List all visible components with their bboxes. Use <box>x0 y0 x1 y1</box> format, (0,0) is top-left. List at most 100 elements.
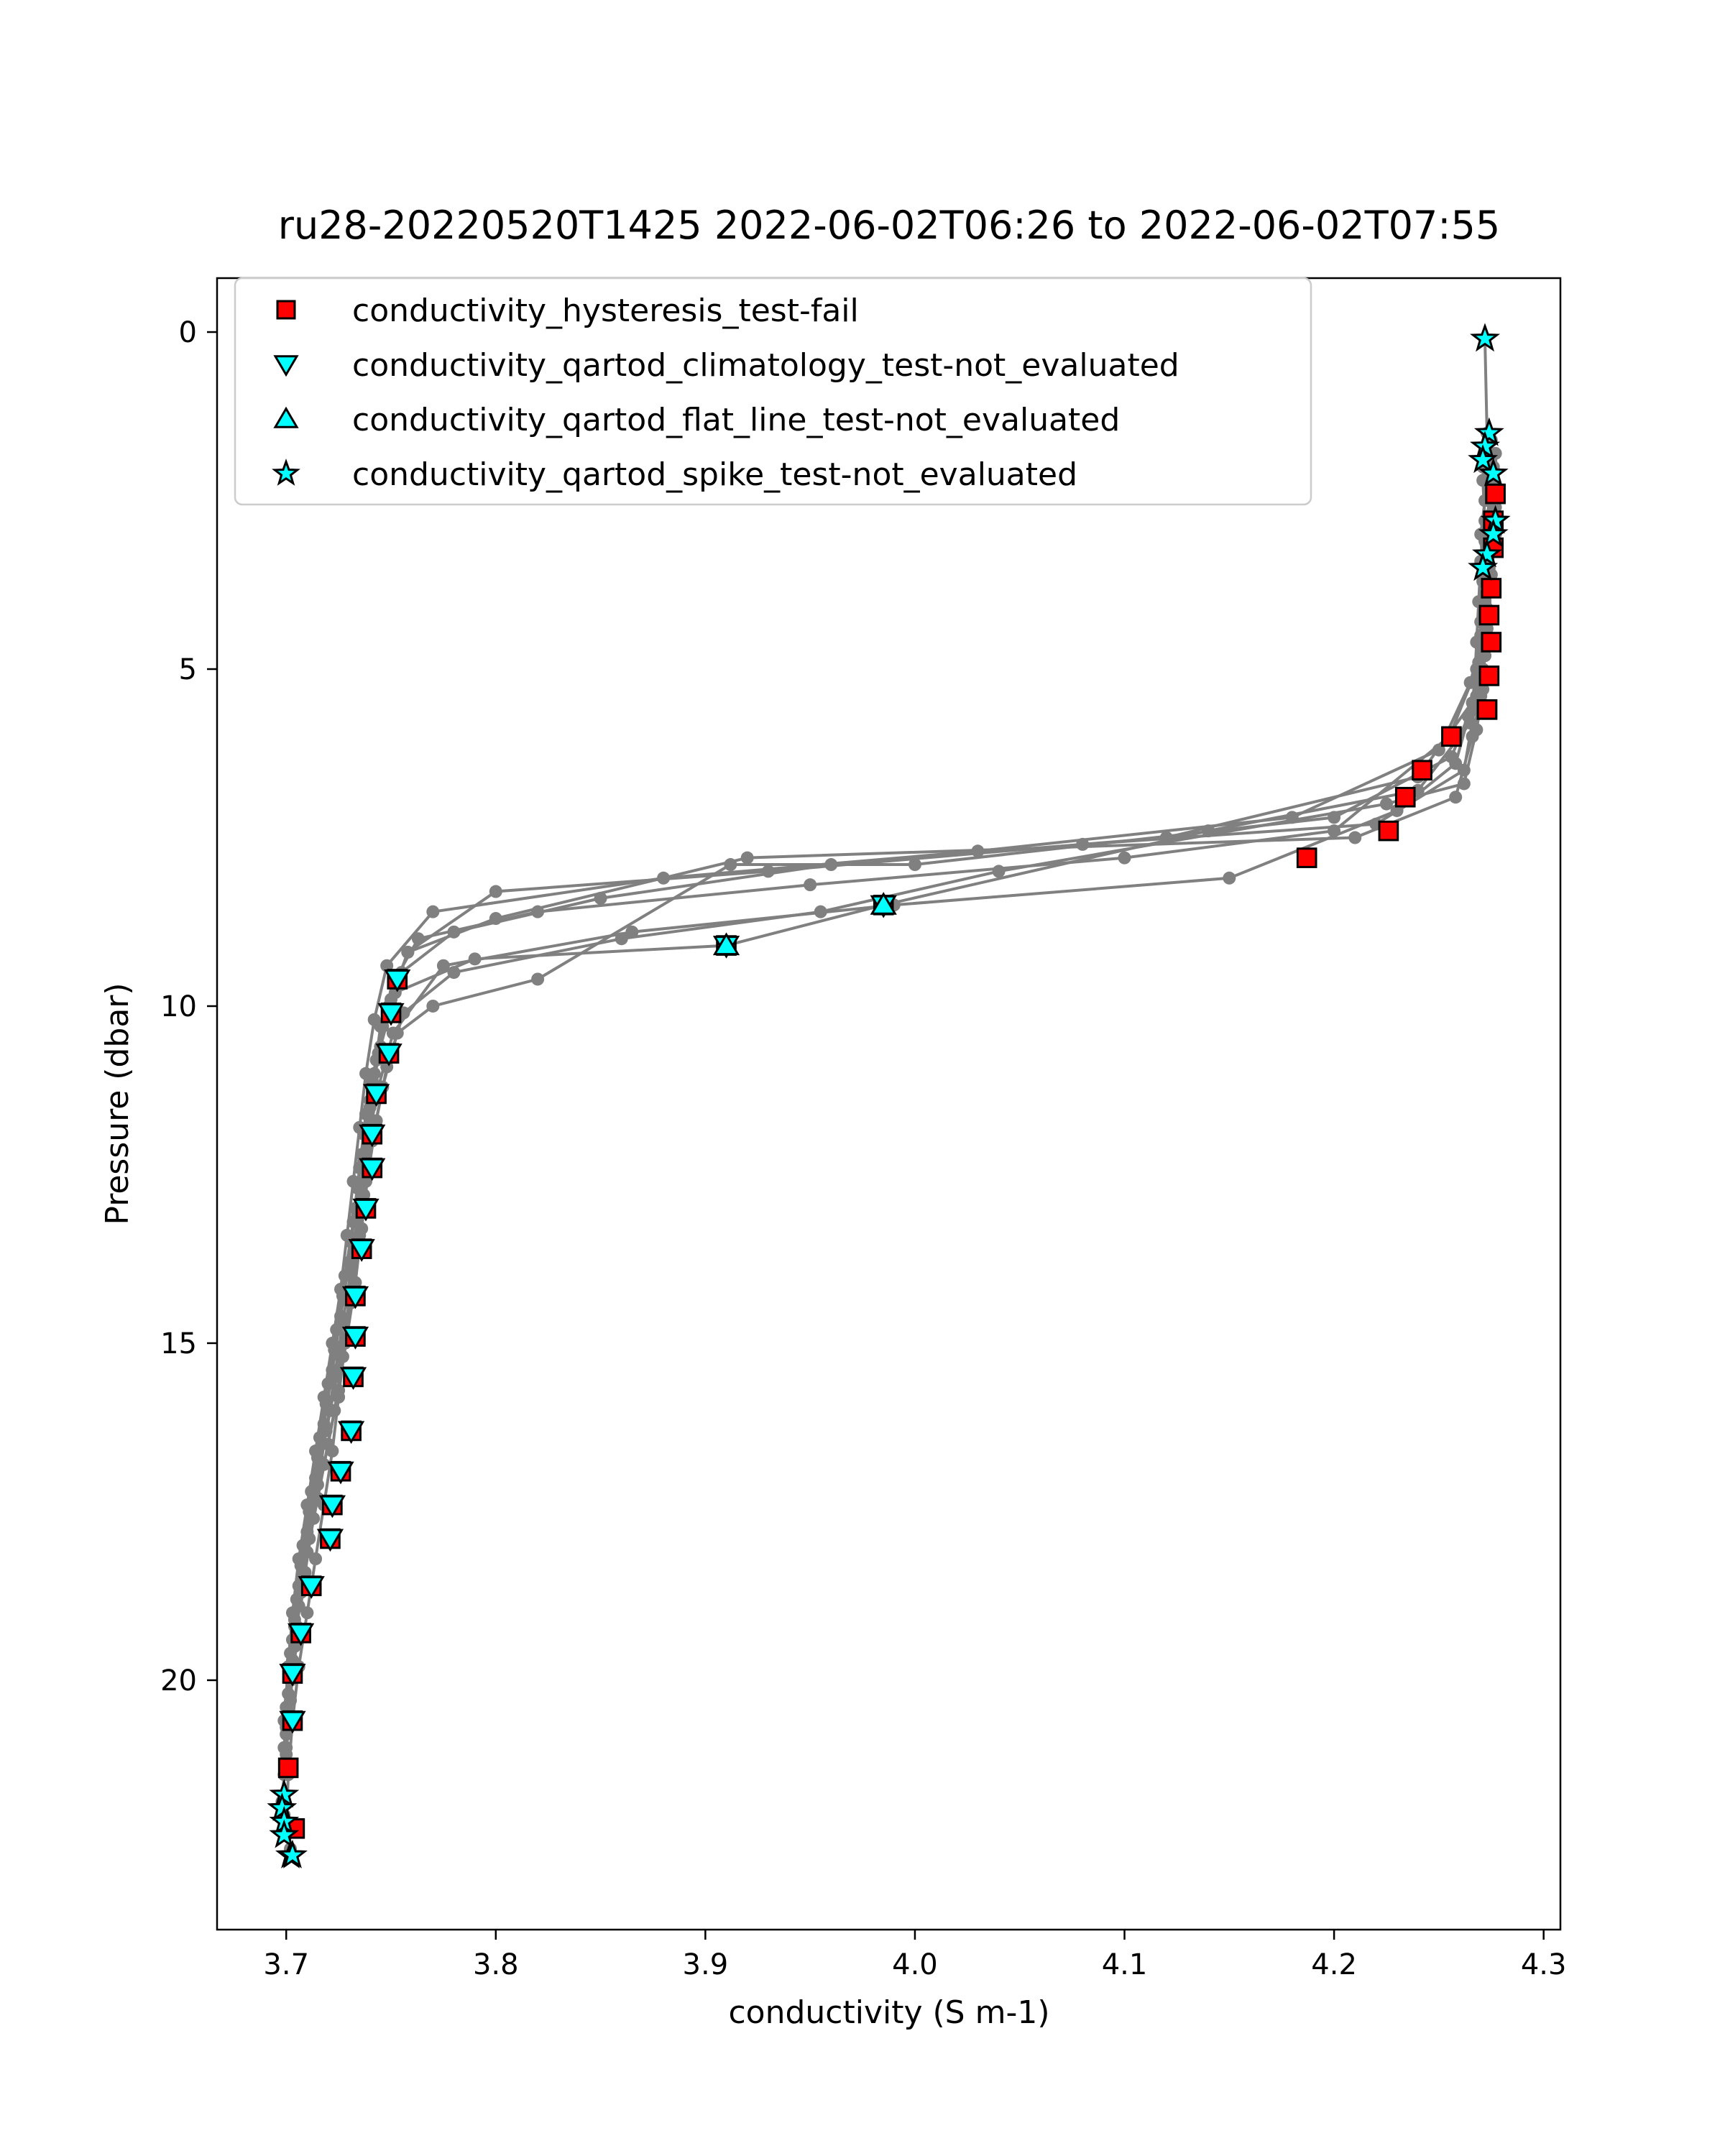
y-tick-label: 5 <box>179 653 197 686</box>
legend-entry: conductivity_hysteresis_test-fail <box>352 292 859 329</box>
spike-not-evaluated-marker <box>277 1839 308 1869</box>
hysteresis-fail-marker <box>1441 726 1462 747</box>
climatology-not-evaluated-marker <box>348 1239 375 1262</box>
profile-point <box>344 1262 358 1276</box>
y-tick-label: 10 <box>160 990 197 1023</box>
spike-not-evaluated-marker <box>1468 444 1499 474</box>
profile-point <box>814 905 827 918</box>
profile-point <box>625 925 639 939</box>
chart-title: ru28-20220520T1425 2022-06-02T06:26 to 2… <box>278 203 1500 248</box>
climatology-not-evaluated-marker <box>384 969 411 992</box>
x-axis: 3.7 3.8 3.9 4.0 4.1 4.2 4.3 <box>263 1930 1566 1981</box>
spike-not-evaluated-marker <box>269 1819 300 1848</box>
legend-marker <box>276 300 296 320</box>
x-tick-label: 3.7 <box>263 1948 309 1981</box>
profile-point <box>1457 777 1471 791</box>
x-tick-label: 4.1 <box>1102 1948 1148 1981</box>
climatology-not-evaluated-marker <box>298 1576 325 1599</box>
climatology-not-evaluated-marker <box>327 1461 354 1485</box>
y-tick-label: 20 <box>160 1664 197 1697</box>
spike-not-evaluated-marker <box>1478 457 1509 487</box>
profile-point <box>1328 811 1341 824</box>
profile-point <box>1202 824 1215 838</box>
profile-point <box>1328 824 1341 838</box>
spike-not-evaluated-marker <box>1468 552 1499 581</box>
profile-point <box>1445 750 1458 763</box>
hysteresis-fail-marker <box>1394 786 1416 808</box>
profile-point <box>1118 851 1131 865</box>
profile-point <box>615 932 628 946</box>
x-tick-label: 3.9 <box>683 1948 729 1981</box>
hysteresis-fail-marker <box>1296 847 1317 868</box>
climatology-not-evaluated-marker <box>341 1286 369 1309</box>
profile-point <box>1076 837 1090 851</box>
profile-point <box>971 844 985 858</box>
spike-not-evaluated-marker <box>1470 323 1501 352</box>
profile-point <box>300 1545 314 1559</box>
profile-point <box>310 1478 324 1491</box>
hysteresis-fail-marker <box>1478 665 1500 686</box>
profile-point <box>436 959 450 972</box>
climatology-not-evaluated-marker <box>337 1421 365 1445</box>
profile-point <box>355 1222 369 1235</box>
hysteresis-fail-marker <box>1485 483 1506 505</box>
climatology-not-evaluated-marker <box>316 1529 344 1552</box>
spike-not-evaluated-marker <box>1471 538 1502 568</box>
profile-point <box>310 1491 324 1505</box>
profile-point <box>1223 871 1236 885</box>
x-tick-label: 4.3 <box>1521 1948 1567 1981</box>
profile-point <box>426 999 440 1013</box>
climatology-not-evaluated-marker <box>359 1158 386 1181</box>
profile-point <box>1348 831 1362 844</box>
hysteresis-fail-marker <box>1481 632 1502 653</box>
profile-point <box>1285 811 1299 824</box>
y-axis: 0 5 10 15 20 <box>160 316 217 1697</box>
profile-point <box>1466 729 1479 743</box>
profile-point <box>447 925 461 939</box>
y-tick-label: 15 <box>160 1327 197 1360</box>
climatology-not-evaluated-marker <box>318 1495 346 1519</box>
x-tick-label: 4.2 <box>1311 1948 1357 1981</box>
climatology-not-evaluated-marker <box>362 1084 390 1107</box>
profile-point <box>657 871 671 885</box>
profile-point <box>724 858 737 872</box>
profile-point <box>531 905 545 918</box>
y-axis-label: Pressure (dbar) <box>99 982 136 1225</box>
profile-point <box>280 1741 293 1754</box>
profile-point <box>1159 831 1173 844</box>
flat-line-not-evaluated-marker <box>712 932 740 956</box>
climatology-not-evaluated-marker <box>377 1003 405 1026</box>
profile-point <box>992 865 1006 878</box>
hysteresis-fail-marker <box>1412 760 1432 781</box>
profile-point <box>336 1350 349 1363</box>
profile-point <box>531 972 545 986</box>
profile-point <box>321 1437 335 1451</box>
y-tick-label: 0 <box>179 316 197 349</box>
profile-point <box>594 891 607 905</box>
profile-point <box>489 885 502 898</box>
x-tick-label: 3.8 <box>473 1948 519 1981</box>
legend: conductivity_hysteresis_test-failconduct… <box>234 277 1312 506</box>
profile-point <box>328 1404 341 1417</box>
climatology-not-evaluated-marker <box>359 1124 386 1148</box>
hysteresis-fail-marker <box>277 1757 299 1779</box>
profile-point <box>1449 791 1463 804</box>
profile-point <box>761 865 775 878</box>
profile-point <box>1457 763 1471 777</box>
legend-entry: conductivity_qartod_spike_test-not_evalu… <box>352 456 1077 493</box>
hysteresis-fail-marker <box>1378 820 1399 842</box>
profile-point <box>426 905 440 918</box>
profile-point <box>1379 797 1393 811</box>
profile-point <box>319 1424 333 1437</box>
profile-point <box>317 1457 331 1471</box>
climatology-not-evaluated-marker <box>279 1664 306 1687</box>
profile-point <box>284 1694 298 1708</box>
legend-marker <box>273 355 299 377</box>
profile-point <box>824 858 838 872</box>
profile-point <box>307 1511 321 1525</box>
climatology-not-evaluated-marker <box>375 1044 402 1067</box>
legend-box <box>234 277 1312 506</box>
flag-markers <box>267 323 1511 1869</box>
hysteresis-fail-marker <box>1478 604 1500 626</box>
